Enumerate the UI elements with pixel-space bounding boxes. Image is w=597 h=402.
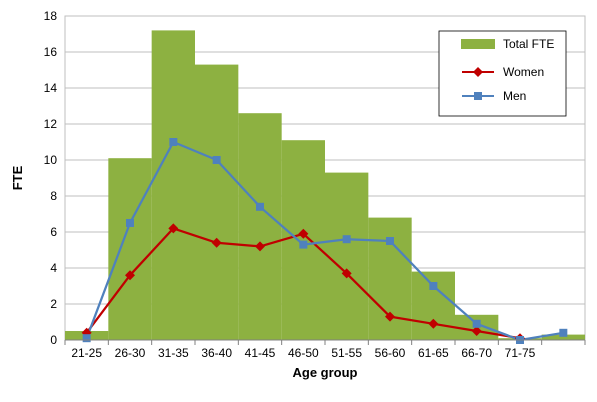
x-tick-label: 41-45 [245, 346, 276, 360]
y-tick-label: 2 [50, 297, 57, 311]
bar-layer [65, 30, 585, 341]
point-men [169, 138, 178, 146]
x-tick-label: 21-25 [71, 346, 102, 360]
x-tick-label: 46-50 [288, 346, 319, 360]
x-tick-label: 61-65 [418, 346, 449, 360]
point-men [429, 282, 438, 290]
x-axis-title: Age group [293, 365, 358, 380]
bar-26-30 [108, 158, 152, 340]
y-tick-label: 12 [44, 117, 58, 131]
bar-56-60 [368, 217, 412, 340]
x-tick-label: 66-70 [461, 346, 492, 360]
bar-61-65 [411, 271, 455, 340]
point-men [212, 156, 221, 164]
point-men [386, 237, 394, 245]
point-women [211, 237, 222, 248]
legend-label-men: Men [503, 89, 526, 103]
legend: Total FTE Women Men [438, 30, 567, 117]
marker-layer [81, 138, 568, 344]
y-tick-label: 16 [44, 45, 58, 59]
x-tick-label: 36-40 [201, 346, 232, 360]
y-tick-label: 0 [50, 333, 57, 347]
x-tick-label: 31-35 [158, 346, 189, 360]
legend-marker-women [473, 67, 483, 77]
legend-swatch-total-fte [461, 39, 495, 49]
point-men [82, 334, 91, 343]
point-women [168, 223, 179, 234]
x-tick-label: 71-75 [505, 346, 536, 360]
axis-layer: 0 2 4 6 8 10 12 14 16 18 21-25 26-30 31-35 36-40 41-45… [44, 9, 586, 360]
y-tick-label: 14 [44, 81, 58, 95]
point-men [126, 219, 134, 227]
bar-31-35 [151, 30, 195, 341]
legend-label-total-fte: Total FTE [503, 37, 554, 51]
point-women [471, 326, 482, 336]
y-tick-label: 6 [50, 225, 57, 239]
point-men [342, 235, 351, 244]
line-men [85, 140, 564, 342]
x-tick-label: 51-55 [331, 346, 362, 360]
y-axis-title: FTE [10, 165, 25, 190]
point-women [125, 270, 135, 281]
point-women [428, 318, 439, 329]
point-women [255, 241, 265, 252]
bar-last [541, 334, 585, 340]
y-tick-label: 8 [50, 189, 57, 203]
point-women [341, 268, 352, 279]
bar-46-50 [281, 140, 325, 340]
bar-41-45 [238, 113, 282, 340]
bar-51-55 [325, 172, 369, 340]
point-women [298, 228, 309, 239]
y-tick-label: 4 [50, 261, 57, 275]
y-tick-label: 18 [44, 9, 58, 23]
legend-box [438, 30, 567, 117]
x-tick-label: 26-30 [115, 346, 146, 360]
legend-label-women: Women [503, 65, 544, 79]
point-men [299, 240, 308, 249]
x-tick-label: 56-60 [375, 346, 406, 360]
point-men [559, 328, 568, 337]
y-tick-label: 10 [44, 153, 58, 167]
point-men [256, 202, 264, 211]
bar-36-40 [195, 64, 239, 340]
legend-marker-men [474, 92, 482, 100]
point-men [472, 319, 481, 328]
point-women [385, 311, 395, 322]
